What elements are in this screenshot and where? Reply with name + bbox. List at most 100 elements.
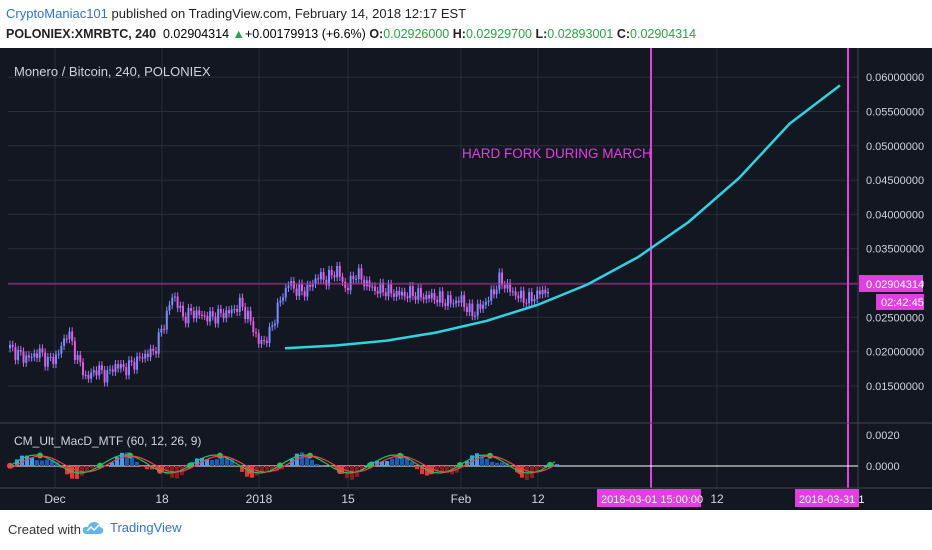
macd-histogram-bar bbox=[230, 459, 234, 466]
candle bbox=[436, 299, 439, 303]
candle bbox=[263, 339, 266, 341]
macd-histogram-bar bbox=[420, 466, 424, 475]
macd-histogram-bar bbox=[260, 466, 264, 473]
macd-histogram-bar bbox=[415, 466, 419, 470]
macd-histogram-bar bbox=[90, 466, 94, 469]
candle bbox=[330, 269, 333, 276]
grid bbox=[8, 48, 858, 488]
candle bbox=[138, 356, 141, 358]
candle bbox=[298, 283, 301, 296]
candle bbox=[419, 288, 422, 298]
candle bbox=[452, 303, 455, 305]
candle bbox=[160, 328, 163, 333]
macd-histogram-bar bbox=[225, 456, 229, 466]
macd-histogram-bar bbox=[265, 466, 269, 471]
x-tick-label: Feb bbox=[451, 492, 472, 506]
candle bbox=[103, 370, 106, 383]
tradingview-link: TradingView bbox=[110, 520, 182, 535]
macd-histogram-bar bbox=[425, 466, 429, 476]
y-tick-label: 0.04000000 bbox=[866, 209, 924, 221]
open-label: O: bbox=[369, 27, 384, 41]
candle bbox=[192, 311, 195, 319]
candle bbox=[168, 305, 171, 311]
candle bbox=[495, 289, 498, 295]
countdown-tag-bg bbox=[876, 294, 924, 310]
macd-histogram-bar bbox=[405, 456, 409, 466]
candle bbox=[333, 275, 336, 278]
candle bbox=[460, 295, 463, 303]
macd-histogram-bar bbox=[555, 464, 559, 466]
candle bbox=[395, 290, 398, 297]
candle bbox=[484, 301, 487, 305]
x-tick-label: Dec bbox=[44, 492, 65, 506]
candle bbox=[44, 352, 47, 367]
candle bbox=[365, 280, 368, 287]
candle bbox=[409, 286, 412, 299]
candle bbox=[474, 315, 477, 317]
tradingview-brand[interactable]: TradingView bbox=[82, 520, 182, 535]
candle bbox=[449, 295, 452, 304]
macd-histogram-bar bbox=[305, 455, 309, 466]
chart-panel[interactable]: Monero / Bitcoin, 240, POLONIEX HARD FOR… bbox=[0, 48, 932, 510]
price-change: +0.00179913 (+6.6%) bbox=[244, 27, 366, 41]
macd-histogram-bar bbox=[440, 466, 444, 473]
candle bbox=[325, 279, 328, 286]
candle bbox=[230, 309, 233, 314]
candle bbox=[430, 292, 433, 299]
date-tag-2-bg bbox=[795, 489, 859, 507]
candle bbox=[303, 291, 306, 297]
candle bbox=[149, 348, 152, 358]
candle bbox=[336, 265, 339, 278]
candle bbox=[71, 331, 74, 342]
macd-histogram-bar bbox=[385, 461, 389, 466]
candle bbox=[203, 315, 206, 317]
candle bbox=[60, 345, 63, 354]
candle bbox=[225, 310, 228, 319]
candle bbox=[290, 280, 293, 286]
candle bbox=[268, 326, 271, 343]
candle bbox=[300, 283, 303, 292]
publish-date: published on TradingView.com, February 1… bbox=[111, 6, 467, 21]
signal-line bbox=[9, 455, 556, 473]
candle bbox=[260, 339, 263, 344]
macd-histogram-bar bbox=[145, 466, 149, 470]
candle bbox=[284, 287, 287, 298]
candle bbox=[46, 357, 49, 367]
candle bbox=[433, 292, 436, 300]
candle bbox=[322, 272, 325, 280]
x-tick-label: 18 bbox=[155, 492, 169, 506]
candle bbox=[214, 316, 217, 324]
candle bbox=[233, 309, 236, 311]
macd-histogram-bar bbox=[30, 457, 34, 466]
chart-title: Monero / Bitcoin, 240, POLONIEX bbox=[14, 64, 211, 79]
macd-histogram-bar bbox=[150, 466, 154, 470]
last-price: 0.02904314 bbox=[162, 27, 230, 41]
candle bbox=[401, 291, 404, 296]
y-tick-label: 0.02000000 bbox=[866, 347, 924, 359]
candle bbox=[236, 309, 239, 312]
macd-histogram-bar bbox=[515, 466, 519, 473]
candle bbox=[57, 353, 60, 355]
candle bbox=[503, 285, 506, 289]
author-link[interactable]: CryptoManiac101 bbox=[6, 6, 108, 21]
candle bbox=[219, 308, 222, 313]
candle bbox=[33, 353, 36, 358]
candle bbox=[30, 357, 33, 359]
candle bbox=[119, 364, 122, 369]
macd-histogram-bar bbox=[20, 455, 24, 466]
y-tick-label: 0.05500000 bbox=[866, 106, 924, 118]
macd-histogram-bar bbox=[380, 461, 384, 466]
candle bbox=[498, 272, 501, 290]
candle bbox=[344, 281, 347, 288]
macd-histogram-bar bbox=[540, 466, 544, 468]
macd-histogram-bar bbox=[195, 458, 199, 466]
publish-header: CryptoManiac101 published on TradingView… bbox=[0, 0, 932, 48]
candle bbox=[382, 282, 385, 293]
macd-histogram-bar bbox=[65, 466, 69, 475]
candle bbox=[501, 272, 504, 286]
price-chart[interactable]: Monero / Bitcoin, 240, POLONIEX HARD FOR… bbox=[0, 48, 932, 510]
candle bbox=[157, 332, 160, 354]
candle bbox=[19, 349, 22, 352]
candle bbox=[14, 347, 17, 361]
high-value: 0.02929700 bbox=[465, 27, 532, 41]
